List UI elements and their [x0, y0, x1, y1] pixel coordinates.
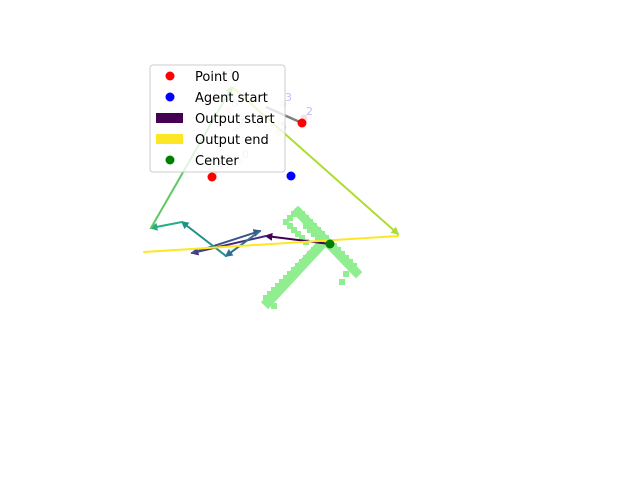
region-cell: [351, 263, 357, 269]
region-cell: [271, 303, 277, 309]
region-cell: [267, 291, 273, 297]
legend: Point 0 Agent start Output start Output …: [149, 64, 286, 173]
region-cell: [303, 223, 309, 229]
region-cell: [319, 231, 325, 237]
legend-marker-output-start: [156, 113, 183, 123]
legend-frame: [149, 64, 286, 173]
region-cell: [267, 299, 273, 305]
legend-marker-point0: [165, 71, 175, 81]
region-cell: [311, 231, 317, 237]
point0-secondary-marker: [207, 172, 217, 182]
region-cell: [291, 211, 297, 217]
path-segment-0: [264, 232, 331, 245]
region-cell: [299, 235, 305, 241]
legend-marker-center: [165, 155, 175, 165]
region-cell: [307, 219, 313, 225]
region-cell: [295, 208, 301, 214]
path-segment-3: [224, 230, 261, 257]
legend-label-output-end: Output end: [195, 133, 269, 148]
legend-label-output-start: Output start: [195, 112, 275, 127]
region-cell: [307, 227, 313, 233]
agent-start-marker: [286, 171, 296, 181]
region-cell: [315, 227, 321, 233]
region-cell: [303, 255, 309, 261]
region-cell: [339, 251, 345, 257]
region-cell: [283, 275, 289, 281]
region-cell: [303, 215, 309, 221]
legend-marker-agent-start: [165, 92, 175, 102]
region-cell: [271, 287, 277, 293]
path-segment-2: [191, 229, 262, 254]
legend-label-center: Center: [195, 154, 239, 169]
legend-label-point0: Point 0: [195, 70, 240, 85]
region-cell: [263, 295, 269, 301]
point0-marker: [297, 118, 307, 128]
region-cell: [347, 259, 353, 265]
region-cell: [323, 235, 329, 241]
region-cell: [291, 227, 297, 233]
legend-marker-output-end: [156, 134, 183, 144]
region-cell: [287, 215, 293, 221]
background-point-label: 3: [285, 91, 292, 104]
region-cell: [339, 279, 345, 285]
region-cell: [343, 271, 349, 277]
region-cell: [291, 267, 297, 273]
region-cell: [335, 247, 341, 253]
path-segment-8: [143, 235, 399, 253]
legend-label-agent-start: Agent start: [195, 91, 268, 106]
region-cell: [299, 259, 305, 265]
background-point-label: 2: [306, 105, 313, 118]
region-cell: [295, 263, 301, 269]
target-region: [260, 205, 363, 310]
region-cell: [315, 235, 321, 241]
path-segment-1: [190, 235, 267, 256]
region-cell: [287, 223, 293, 229]
region-cell: [287, 271, 293, 277]
path-segment-4: [180, 221, 227, 257]
center-marker: [325, 239, 335, 249]
region-cell: [311, 247, 317, 253]
region-cell: [311, 223, 317, 229]
region-cell: [279, 279, 285, 285]
region-cell: [283, 219, 289, 225]
region-cell: [299, 211, 305, 217]
region-cell: [343, 255, 349, 261]
region-cell: [307, 251, 313, 257]
region-cell: [295, 231, 301, 237]
path-segment-5: [149, 221, 183, 231]
region-cell: [275, 283, 281, 289]
